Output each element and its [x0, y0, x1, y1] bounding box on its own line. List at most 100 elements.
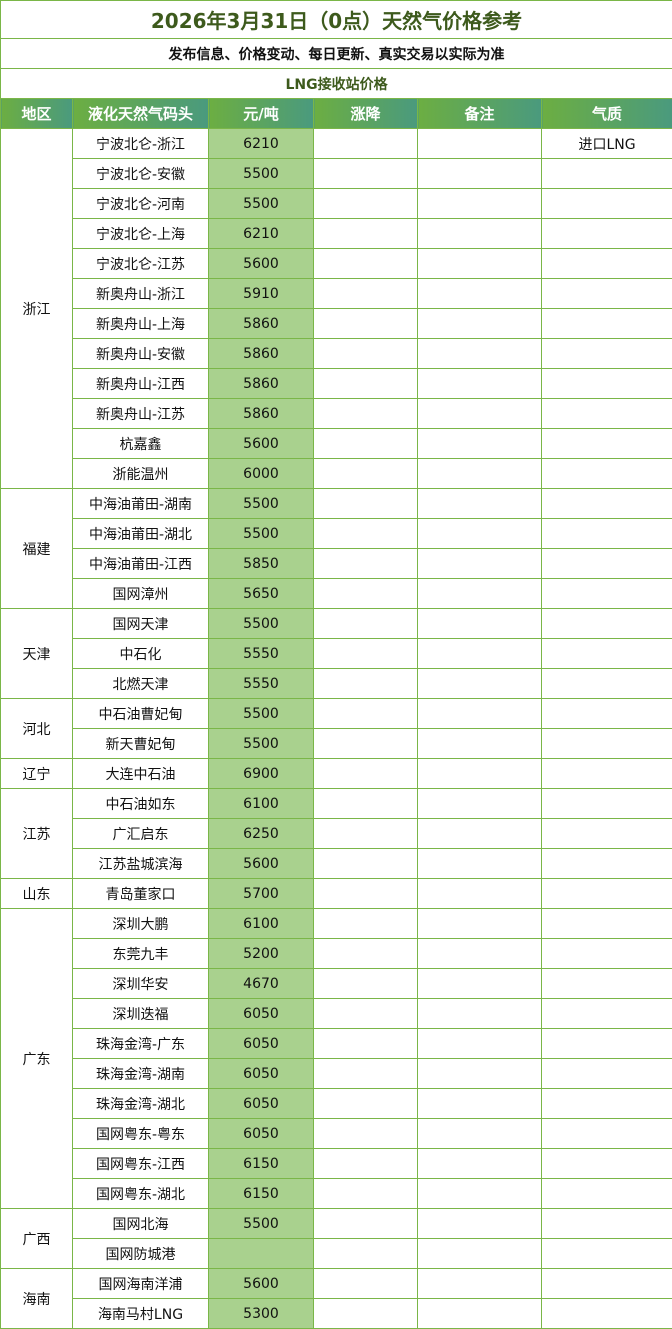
change-cell — [313, 368, 418, 399]
terminal-cell: 新天曹妃甸 — [72, 728, 209, 759]
table-row: 浙能温州 6000 — [1, 458, 672, 489]
table-row: 江苏盐城滨海 5600 — [1, 848, 672, 879]
terminal-cell: 中石油曹妃甸 — [72, 698, 209, 729]
table-row: 国网粤东-湖北 6150 — [1, 1178, 672, 1209]
quality-cell — [540, 1238, 672, 1269]
quality-cell — [540, 458, 672, 489]
table-row: 海南马村LNG 5300 — [1, 1298, 672, 1329]
price-cell: 4670 — [208, 968, 314, 999]
table-row: 新奥舟山-江苏 5860 — [1, 398, 672, 429]
table-row: 新天曹妃甸 5500 — [1, 728, 672, 759]
terminal-cell: 杭嘉鑫 — [72, 428, 209, 459]
quality-cell — [540, 878, 672, 909]
quality-cell — [540, 1178, 672, 1209]
table-row: 新奥舟山-江西 5860 — [1, 368, 672, 399]
table-row: 新奥舟山-浙江 5910 — [1, 278, 672, 309]
quality-cell — [540, 728, 672, 759]
terminal-cell: 珠海金湾-湖南 — [72, 1058, 209, 1089]
note-cell — [417, 1028, 542, 1059]
terminal-cell: 中海油莆田-湖南 — [72, 488, 209, 519]
quality-cell — [540, 788, 672, 819]
price-cell: 6050 — [208, 998, 314, 1029]
note-cell — [417, 488, 542, 519]
change-cell — [313, 878, 418, 909]
quality-cell — [540, 938, 672, 969]
terminal-cell: 宁波北仑-河南 — [72, 188, 209, 219]
note-cell — [417, 1118, 542, 1149]
quality-cell — [540, 218, 672, 249]
note-cell — [417, 938, 542, 969]
table-row: 国网漳州 5650 — [1, 578, 672, 609]
change-cell — [313, 518, 418, 549]
note-cell — [417, 728, 542, 759]
table-row: 广西 国网北海 5500 — [0, 1208, 672, 1269]
price-cell: 5550 — [208, 668, 314, 699]
note-cell — [417, 278, 542, 309]
quality-cell — [540, 758, 672, 789]
quality-cell — [540, 428, 672, 459]
price-cell: 5500 — [208, 608, 314, 639]
terminal-cell: 宁波北仑-上海 — [72, 218, 209, 249]
price-cell: 6900 — [208, 758, 314, 789]
note-cell — [417, 578, 542, 609]
terminal-cell: 国网天津 — [72, 608, 209, 639]
price-cell: 5550 — [208, 638, 314, 669]
table-row: 河北 中石油曹妃甸 5500 — [0, 698, 672, 759]
region-cell: 江苏 — [0, 788, 73, 879]
terminal-cell: 青岛董家口 — [72, 878, 209, 909]
note-cell — [417, 308, 542, 339]
price-cell: 5860 — [208, 368, 314, 399]
change-cell — [313, 278, 418, 309]
table-row: 中海油莆田-湖北 5500 — [1, 518, 672, 549]
quality-cell — [540, 368, 672, 399]
table-row: 杭嘉鑫 5600 — [1, 428, 672, 459]
price-cell: 5200 — [208, 938, 314, 969]
change-cell — [313, 848, 418, 879]
price-cell: 6210 — [208, 128, 314, 159]
price-cell: 5500 — [208, 518, 314, 549]
price-cell: 6050 — [208, 1088, 314, 1119]
price-cell: 5910 — [208, 278, 314, 309]
change-cell — [313, 998, 418, 1029]
change-cell — [313, 968, 418, 999]
price-cell: 6000 — [208, 458, 314, 489]
price-cell: 5300 — [208, 1298, 314, 1329]
region-cell: 广西 — [0, 1208, 73, 1269]
price-cell: 5700 — [208, 878, 314, 909]
region-cell: 天津 — [0, 608, 73, 699]
change-cell — [313, 638, 418, 669]
note-cell — [417, 158, 542, 189]
note-cell — [417, 1238, 542, 1269]
note-cell — [417, 458, 542, 489]
table-row: 深圳迭福 6050 — [1, 998, 672, 1029]
change-cell — [313, 758, 418, 789]
terminal-cell: 新奥舟山-江苏 — [72, 398, 209, 429]
region-cell: 河北 — [0, 698, 73, 759]
section-title: LNG接收站价格 — [0, 68, 672, 99]
price-cell: 5860 — [208, 398, 314, 429]
terminal-cell: 深圳华安 — [72, 968, 209, 999]
terminal-cell: 国网粤东-粤东 — [72, 1118, 209, 1149]
note-cell — [417, 668, 542, 699]
note-cell — [417, 1268, 542, 1299]
change-cell — [313, 608, 418, 639]
note-cell — [417, 248, 542, 279]
note-cell — [417, 1298, 542, 1329]
note-cell — [417, 818, 542, 849]
table-row: 广东 深圳大鹏 6100 — [0, 908, 672, 1209]
quality-cell — [540, 668, 672, 699]
change-cell — [313, 908, 418, 939]
note-cell — [417, 758, 542, 789]
quality-cell — [540, 848, 672, 879]
change-cell — [313, 248, 418, 279]
terminal-cell: 东莞九丰 — [72, 938, 209, 969]
quality-cell — [540, 1208, 672, 1239]
price-cell: 6050 — [208, 1028, 314, 1059]
terminal-cell: 中石化 — [72, 638, 209, 669]
terminal-cell: 珠海金湾-广东 — [72, 1028, 209, 1059]
note-cell — [417, 128, 542, 159]
price-cell: 6210 — [208, 218, 314, 249]
table-row: 宁波北仑-江苏 5600 — [1, 248, 672, 279]
terminal-cell: 宁波北仑-浙江 — [72, 128, 209, 159]
change-cell — [313, 158, 418, 189]
